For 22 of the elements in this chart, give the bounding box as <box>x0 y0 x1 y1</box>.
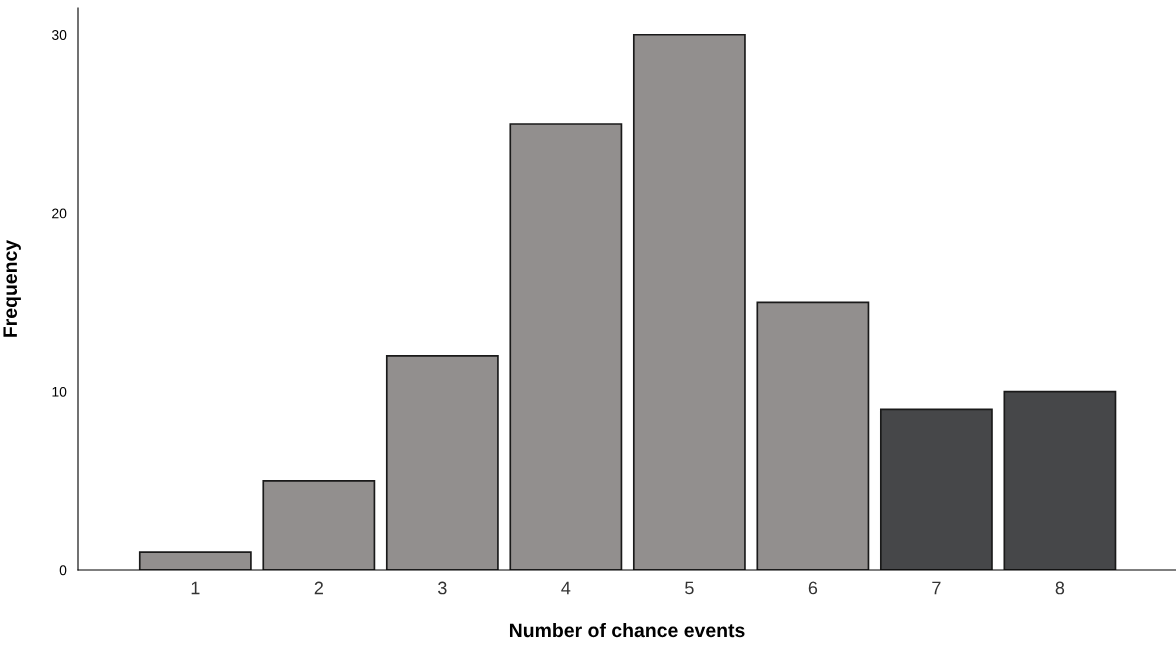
bar <box>632 33 746 570</box>
x-tick-label: 5 <box>685 581 694 595</box>
y-tick-label: 20 <box>52 208 67 219</box>
x-tick-label: 4 <box>561 581 571 595</box>
y-tick-label: 30 <box>51 30 67 40</box>
x-tick-label: 2 <box>314 581 323 595</box>
x-tick-label: 3 <box>438 581 447 595</box>
y-tick-label: 0 <box>59 565 67 576</box>
x-tick-label: 6 <box>808 581 818 595</box>
bar <box>138 551 252 570</box>
bar <box>385 355 499 570</box>
y-tick-label: 10 <box>52 386 67 397</box>
x-axis-title: Number of chance events <box>509 622 745 638</box>
bar <box>509 123 623 570</box>
x-tick-label: 7 <box>932 581 941 595</box>
y-axis-title: Frequency <box>3 239 21 337</box>
bar <box>756 301 870 570</box>
x-tick-label: 1 <box>191 581 200 595</box>
x-tick-label: 8 <box>1055 581 1065 595</box>
bar <box>1003 390 1117 570</box>
bar <box>262 479 376 570</box>
bar <box>879 408 993 570</box>
